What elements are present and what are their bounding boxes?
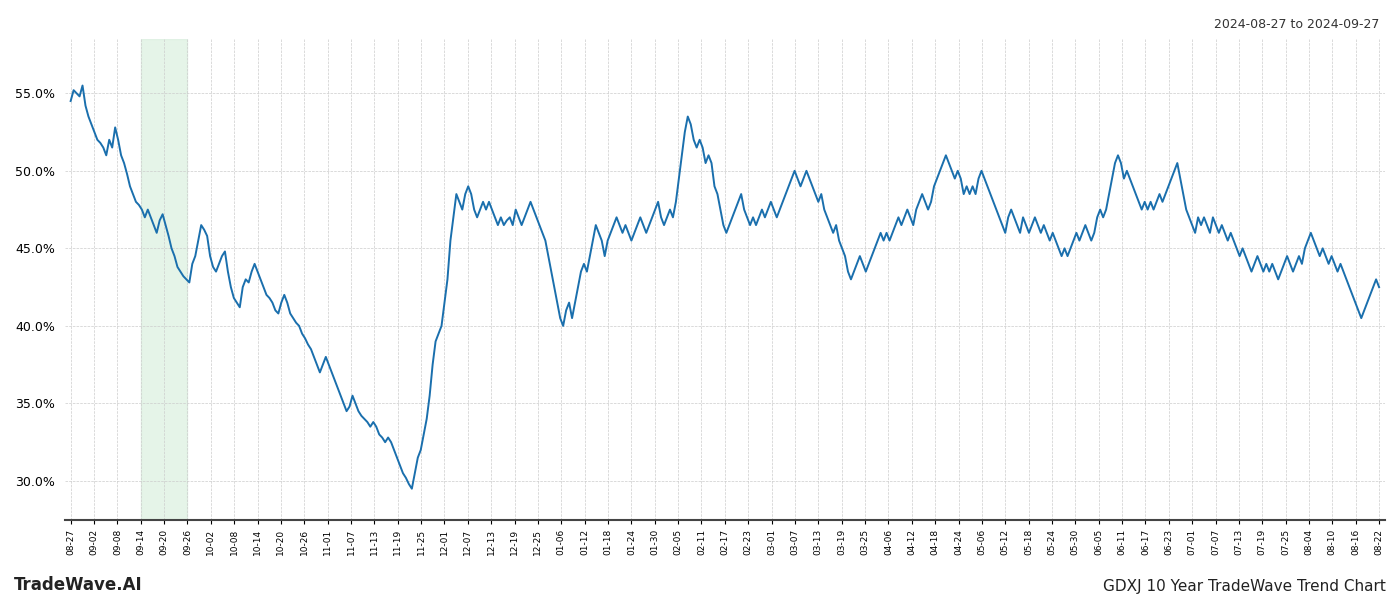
Text: 2024-08-27 to 2024-09-27: 2024-08-27 to 2024-09-27 (1214, 18, 1379, 31)
Text: TradeWave.AI: TradeWave.AI (14, 576, 143, 594)
Bar (141, 39, 188, 520)
Text: GDXJ 10 Year TradeWave Trend Chart: GDXJ 10 Year TradeWave Trend Chart (1103, 579, 1386, 594)
